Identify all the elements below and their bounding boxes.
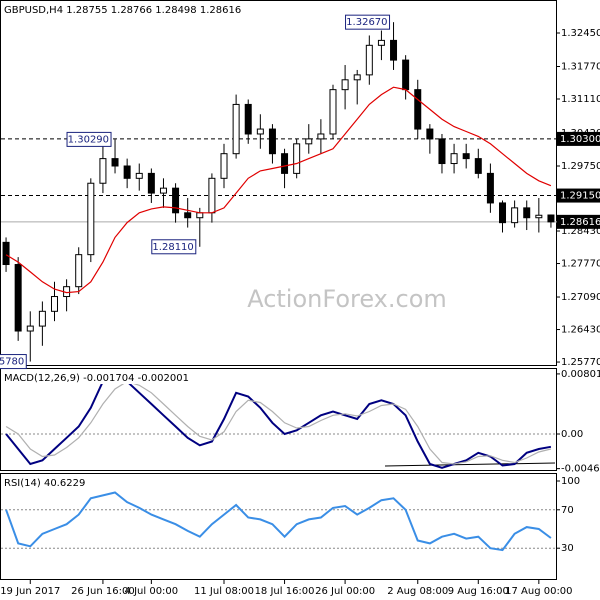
x-tick-label: 18 Jul 16:00 [255, 586, 315, 597]
candle-body [329, 89, 337, 135]
x-tick-label: 11 Jul 08:00 [194, 586, 254, 597]
trend-line [384, 462, 556, 467]
y-tick-label: 1.31770 [561, 61, 600, 72]
candle-body [14, 264, 22, 332]
y-tick-label: 1.31110 [561, 94, 600, 105]
candle-body [377, 39, 385, 46]
panel-title: GBPUSD,H4 1.28755 1.28766 1.28498 1.2861… [4, 5, 241, 16]
candle-body [341, 79, 349, 91]
x-tick-label: 4 Jul 00:00 [125, 586, 179, 597]
candle-body [486, 172, 494, 204]
candle-body [268, 128, 276, 155]
candle-body [208, 177, 216, 214]
x-tick-label: 19 Jun 2017 [0, 586, 60, 597]
panel-title-bg [3, 478, 87, 489]
candle-body [426, 128, 434, 140]
candle-body [390, 39, 398, 61]
candle-body [111, 158, 119, 167]
candle-body [293, 143, 301, 174]
candle-body [75, 254, 83, 288]
series-line [5, 86, 552, 294]
candle-body [2, 241, 10, 266]
candle-body [523, 207, 531, 219]
candle-body [147, 172, 155, 194]
candle-body [196, 212, 204, 219]
panel-title-bg [3, 373, 190, 384]
candle-body [535, 214, 543, 219]
candle-body [547, 214, 555, 223]
annotation-label: 1.30290 [68, 134, 109, 145]
y-tick-label: 1.25770 [561, 357, 600, 368]
level-label: 1.30300 [560, 134, 600, 145]
x-tick-label: 2 Aug 08:00 [387, 586, 448, 597]
series-line [5, 380, 552, 465]
candle-body [172, 187, 180, 214]
y-tick-label: 0.008012 [561, 369, 600, 380]
y-tick-label: 1.28430 [561, 226, 600, 237]
panel-title-bg [3, 5, 243, 16]
last-price-label: 1.28616 [560, 217, 600, 228]
panel-title: MACD(12,26,9) -0.001704 -0.002001 [4, 373, 189, 384]
candle-body [438, 138, 446, 165]
candle-body [159, 187, 167, 194]
candle-body [184, 212, 192, 219]
y-tick-label: 30 [561, 543, 574, 554]
candle-body [474, 158, 482, 174]
candle-body [305, 138, 313, 145]
candle-body [220, 153, 228, 179]
candle-body [50, 296, 58, 312]
candle-body [281, 153, 289, 174]
candle-body [123, 165, 131, 179]
annotation-box [151, 239, 197, 255]
candle-body [365, 44, 373, 76]
last-price-box [557, 214, 600, 229]
candle-body [244, 103, 252, 135]
y-tick-label: 1.27090 [561, 292, 600, 303]
y-tick-label: 1.32450 [561, 28, 600, 39]
x-tick-label: 26 Jun 16:00 [71, 586, 135, 597]
annotation-box [345, 14, 391, 30]
candle-body [353, 74, 361, 81]
y-tick-label: 1.26430 [561, 325, 600, 336]
annotation-label: 1.28110 [152, 242, 193, 253]
candle-body [511, 207, 519, 224]
candle-body [462, 153, 470, 160]
y-tick-label: 1.29750 [561, 161, 600, 172]
x-tick-label: 9 Aug 16:00 [448, 586, 509, 597]
annotation-label: 1.32670 [346, 17, 387, 28]
candle-body [232, 103, 240, 155]
candle-body [99, 158, 107, 184]
candle-body [256, 128, 264, 135]
series-line [5, 491, 552, 552]
candle-body [317, 133, 325, 140]
candle-body [450, 153, 458, 165]
y-tick-label: 1.27770 [561, 259, 600, 270]
series-line [5, 374, 552, 469]
annotation-box [0, 354, 27, 370]
y-tick-label: 100 [561, 476, 580, 487]
candle-body [135, 172, 143, 179]
annotation-label: 1.25780 [0, 357, 24, 368]
rsi-panel [0, 473, 557, 580]
candle-body [26, 325, 34, 332]
candle-body [87, 182, 95, 256]
annotation-box [66, 131, 112, 147]
level-label-box [557, 188, 600, 203]
y-tick-label: 70 [561, 505, 574, 516]
y-tick-label: -0.004619 [561, 464, 600, 475]
y-tick-label: 0.00 [561, 429, 583, 440]
level-label-box [557, 131, 600, 146]
candle-body [38, 310, 46, 327]
watermark: ActionForex.com [247, 285, 447, 313]
candle-body [414, 89, 422, 130]
x-tick-label: 26 Jul 00:00 [315, 586, 375, 597]
level-label: 1.29150 [560, 191, 600, 202]
candle-body [402, 59, 410, 91]
panel-title: RSI(14) 40.6229 [4, 478, 85, 489]
x-tick-label: 17 Aug 00:00 [505, 586, 572, 597]
candle-body [499, 202, 507, 224]
